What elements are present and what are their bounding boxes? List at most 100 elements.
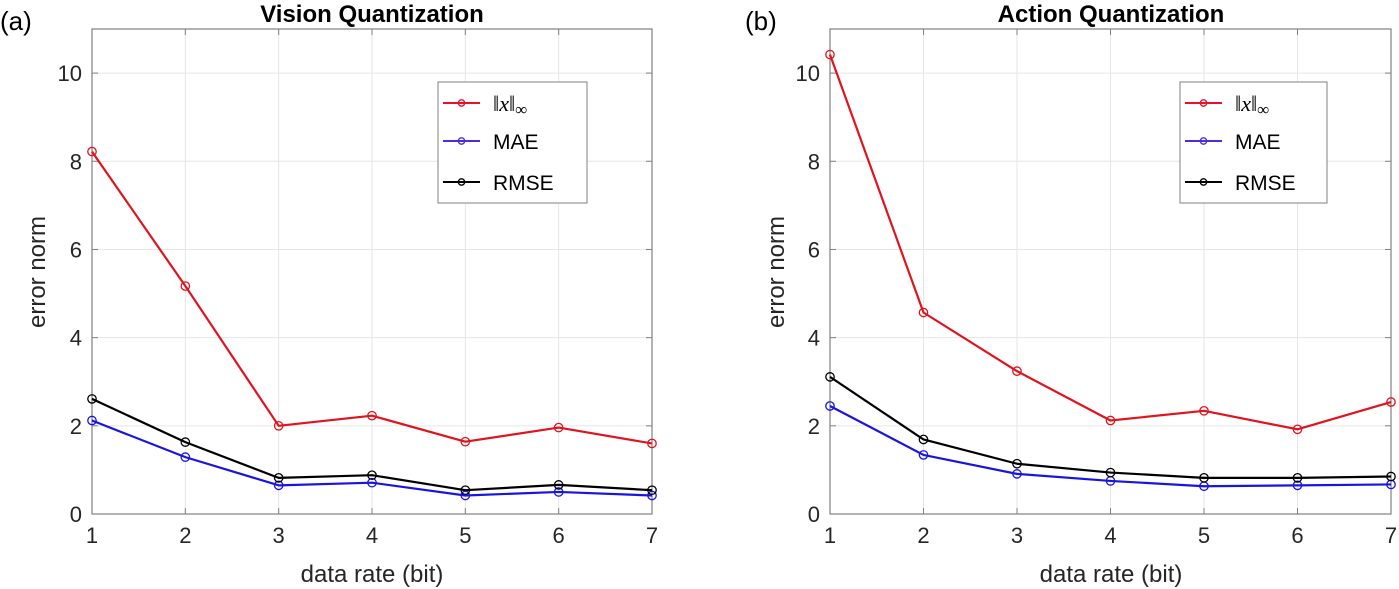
data-point-rmse — [87, 394, 97, 404]
x-axis-label-action: data rate (bit) — [1040, 561, 1183, 588]
data-point-inf-norm — [1199, 405, 1209, 416]
series-line-mae — [829, 405, 1392, 488]
data-point-inf-norm — [367, 410, 377, 421]
legend-label-mae: MAE — [493, 131, 539, 154]
x-tick-label: 7 — [646, 523, 658, 548]
chart-title-action: Action Quantization — [998, 1, 1225, 28]
data-point-rmse — [1012, 458, 1022, 469]
series-rmse-vision — [87, 394, 657, 496]
ticks-action: 1 2 3 4 5 6 7 0 2 4 6 8 10 — [796, 29, 1397, 548]
data-point-inf-norm — [460, 436, 471, 447]
data-point-mae — [825, 401, 835, 411]
data-point-inf-norm — [1012, 366, 1022, 376]
data-point-rmse — [1292, 472, 1303, 483]
y-tick-label: 6 — [808, 237, 820, 262]
y-tick-label: 10 — [58, 61, 82, 86]
x-tick-label: 5 — [1198, 523, 1210, 548]
x-tick-label: 7 — [1385, 523, 1397, 548]
data-point-inf-norm — [1105, 415, 1116, 426]
data-point-inf-norm — [647, 438, 657, 449]
data-point-mae — [918, 450, 929, 460]
legend-label-rmse: RMSE — [1235, 172, 1296, 195]
y-tick-label: 0 — [808, 502, 820, 527]
data-point-mae — [647, 490, 657, 501]
series-vision — [87, 146, 657, 501]
data-point-rmse — [273, 472, 284, 483]
legend-item-rmse: RMSE — [443, 172, 554, 195]
data-point-rmse — [553, 480, 564, 490]
x-tick-label: 4 — [1104, 523, 1116, 548]
x-tick-label: 1 — [824, 523, 836, 548]
data-point-mae — [87, 415, 97, 426]
series-action — [825, 49, 1396, 492]
legend-swatch-marker — [457, 99, 466, 107]
series-line-inf-norm — [91, 150, 653, 445]
data-point-inf-norm — [553, 422, 564, 433]
y-tick-label: 2 — [70, 414, 82, 439]
series-line-rmse — [829, 375, 1392, 479]
legend-item-inf-norm: ‖x‖∞ — [443, 91, 527, 119]
y-tick-label: 10 — [796, 61, 820, 86]
legend-label-rmse: RMSE — [493, 172, 554, 195]
data-point-rmse — [1386, 471, 1396, 482]
legend-action: ‖x‖∞ MAE RMSE — [1179, 81, 1328, 204]
data-point-mae — [1292, 480, 1303, 491]
data-point-rmse — [647, 485, 657, 496]
legend-swatch-marker — [1199, 137, 1208, 145]
legend-label-inf-norm: ‖x‖∞ — [493, 91, 527, 119]
data-point-inf-norm — [918, 307, 929, 318]
data-point-rmse — [460, 485, 471, 496]
y-tick-label: 2 — [808, 414, 820, 439]
data-point-rmse — [918, 434, 929, 445]
ticks-vision: 1 2 3 4 5 6 7 0 2 4 6 8 10 — [58, 29, 658, 548]
data-point-rmse — [180, 437, 191, 447]
x-tick-label: 6 — [1291, 523, 1303, 548]
legend-item-mae: MAE — [1185, 131, 1281, 154]
panel-label-b: (b) — [745, 6, 777, 36]
chart-title-vision: Vision Quantization — [260, 1, 484, 28]
legend-vision: ‖x‖∞ MAE RMSE — [437, 81, 588, 204]
panel-label-a: (a) — [0, 6, 32, 36]
x-tick-label: 2 — [179, 523, 191, 548]
legend-item-mae: MAE — [443, 131, 539, 154]
series-rmse-action — [825, 372, 1396, 483]
y-axis-label-vision: error norm — [24, 216, 51, 328]
y-tick-label: 8 — [70, 149, 82, 174]
legend-swatch-marker — [1199, 178, 1208, 186]
y-tick-label: 6 — [70, 237, 82, 262]
data-point-mae — [273, 480, 284, 491]
x-axis-label-vision: data rate (bit) — [301, 561, 444, 588]
legend-item-rmse: RMSE — [1185, 172, 1296, 195]
data-point-inf-norm — [825, 49, 835, 60]
data-point-rmse — [1199, 472, 1209, 483]
x-tick-label: 3 — [273, 523, 285, 548]
series-inf-norm-action — [825, 49, 1396, 435]
x-tick-label: 1 — [86, 523, 98, 548]
data-point-inf-norm — [273, 420, 284, 431]
legend-swatch-marker — [457, 137, 466, 145]
legend-item-inf-norm: ‖x‖∞ — [1185, 91, 1269, 119]
panel-vision-quantization: (a) Vision Quantization data rate (bit) … — [0, 1, 658, 588]
panel-action-quantization: (b) Action Quantization data rate (bit) … — [745, 1, 1397, 588]
data-point-rmse — [825, 372, 835, 382]
y-axis-label-action: error norm — [763, 216, 790, 328]
series-line-inf-norm — [828, 54, 1392, 431]
x-tick-label: 2 — [917, 523, 929, 548]
data-point-rmse — [1105, 467, 1116, 478]
data-point-inf-norm — [87, 146, 97, 157]
data-point-rmse — [367, 470, 377, 481]
x-tick-label: 6 — [553, 523, 565, 548]
legend-label-inf-norm: ‖x‖∞ — [1235, 91, 1269, 119]
y-tick-label: 4 — [808, 326, 820, 351]
data-point-mae — [180, 452, 191, 462]
data-point-mae — [1012, 469, 1022, 479]
y-tick-label: 8 — [808, 149, 820, 174]
data-point-inf-norm — [1292, 424, 1303, 435]
data-point-inf-norm — [180, 281, 191, 291]
legend-swatch-marker — [457, 178, 466, 186]
y-tick-label: 4 — [70, 326, 82, 351]
legend-label-mae: MAE — [1235, 131, 1281, 154]
x-tick-label: 4 — [366, 523, 378, 548]
data-point-mae — [367, 477, 377, 488]
